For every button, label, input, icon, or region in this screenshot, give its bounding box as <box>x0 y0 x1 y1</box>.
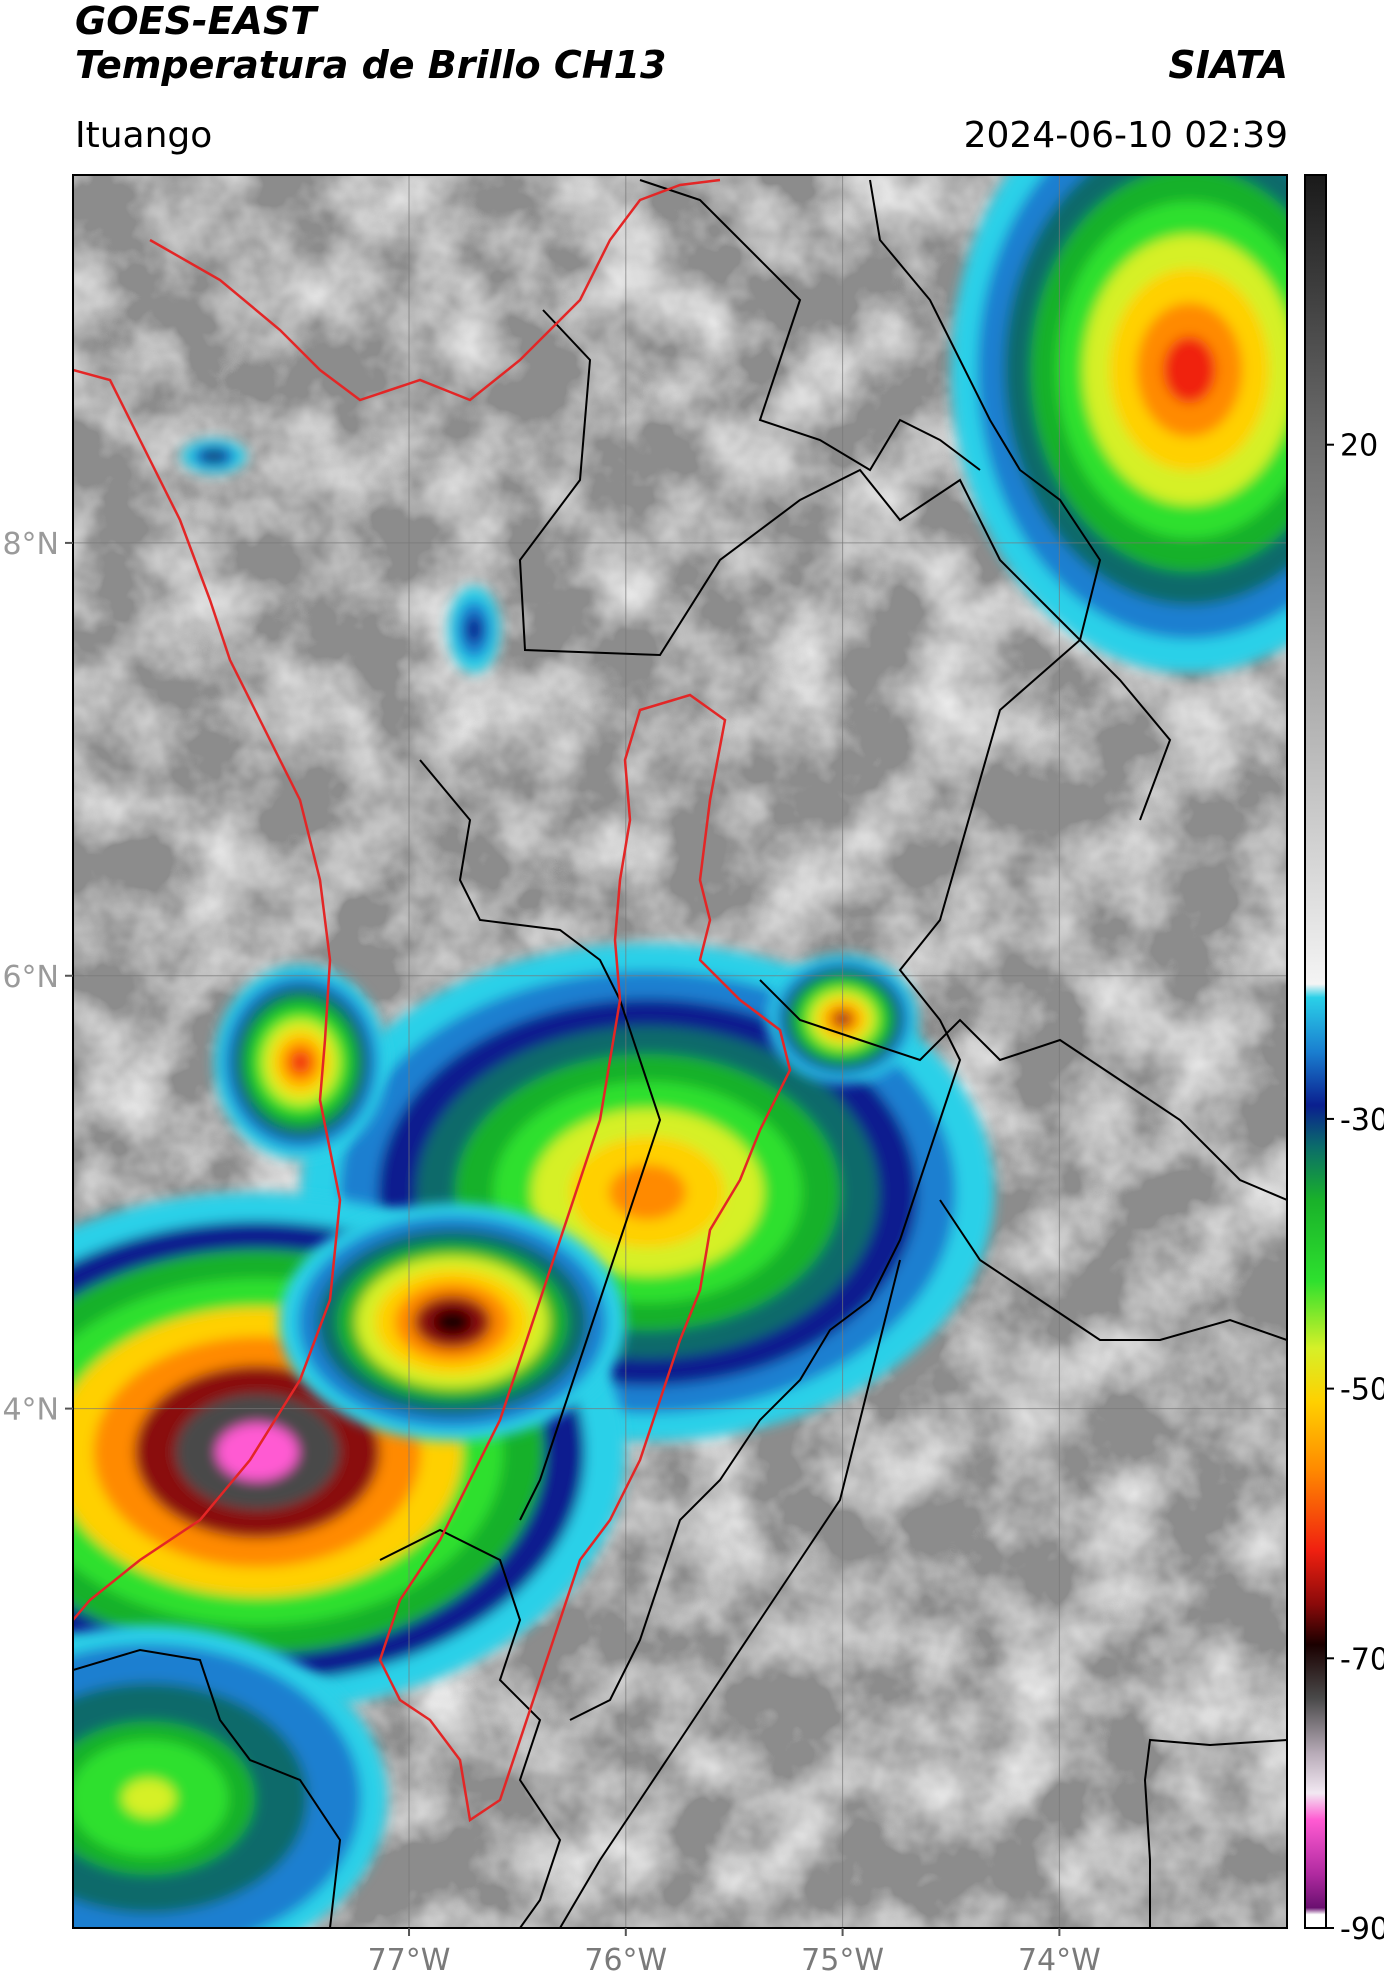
department-boundary <box>939 1199 1287 1341</box>
storm-contour <box>609 1164 686 1220</box>
map-frame <box>72 174 1288 1929</box>
gridlines <box>73 175 1287 1928</box>
storm-cell <box>73 1625 388 1928</box>
department-boundary <box>518 309 1172 821</box>
satellite-map <box>72 174 1288 1929</box>
storm-cell <box>181 439 247 474</box>
lon-tick-label: 77°W <box>368 1943 451 1978</box>
storm-cell <box>279 1203 626 1441</box>
datetime-label: 2024-06-10 02:39 <box>963 115 1288 156</box>
lat-tick-label: 4°N <box>2 1393 59 1428</box>
storm-contour <box>122 1778 176 1818</box>
organization-label: SIATA <box>1168 43 1288 87</box>
boundaries <box>73 178 1287 1928</box>
storm-contour <box>216 1423 299 1481</box>
lon-tick-label: 75°W <box>801 1943 884 1978</box>
storm-contour <box>1162 336 1216 404</box>
lon-tick-label: 74°W <box>1018 1943 1101 1978</box>
colorbar-tick-label: -30 <box>1340 1103 1384 1138</box>
coastline <box>73 368 342 1621</box>
region-boundary <box>378 693 792 1823</box>
department-boundary <box>759 979 1287 1201</box>
storm-cell <box>950 175 1287 673</box>
storm-contour <box>471 624 477 635</box>
title-product: Temperatura de Brillo CH13 <box>75 43 667 87</box>
colorbar-tick-label: -70 <box>1340 1642 1384 1677</box>
colorbar-fill <box>1305 175 1326 1928</box>
storm-contour <box>433 1308 472 1336</box>
storm-layer <box>73 175 1287 1928</box>
department-boundary <box>419 759 662 1521</box>
storm-contour <box>291 1051 311 1074</box>
title-satellite: GOES-EAST <box>75 0 317 43</box>
latitude-ticks: 8°N 6°N 4°N <box>2 527 73 1428</box>
colorbar-frame <box>1304 174 1327 1929</box>
colorbar: 20 -30 -50 -70 -90 <box>1304 174 1384 1947</box>
department-boundary <box>73 1648 342 1928</box>
department-boundary <box>569 179 1102 1721</box>
region-label: Ituango <box>75 115 213 156</box>
colorbar-tick-label: -90 <box>1340 1912 1384 1947</box>
department-boundary <box>1143 1738 1287 1928</box>
lat-tick-label: 6°N <box>2 960 59 995</box>
longitude-ticks: 77°W 76°W 75°W 74°W <box>368 1928 1101 1978</box>
department-boundary <box>639 179 981 472</box>
storm-contour <box>210 454 218 459</box>
storm-cell <box>213 964 388 1160</box>
colorbar-ticks: 20 -30 -50 -70 -90 <box>1326 429 1384 1947</box>
storm-cell <box>448 586 501 673</box>
colorbar-tick-label: -50 <box>1340 1373 1384 1408</box>
colorbar-tick-label: 20 <box>1340 429 1378 464</box>
lon-tick-label: 76°W <box>584 1943 667 1978</box>
department-boundary <box>379 1528 562 1928</box>
coastline <box>149 178 721 402</box>
storm-cell <box>300 943 995 1442</box>
department-boundary <box>559 1259 901 1928</box>
lat-tick-label: 8°N <box>2 527 59 562</box>
